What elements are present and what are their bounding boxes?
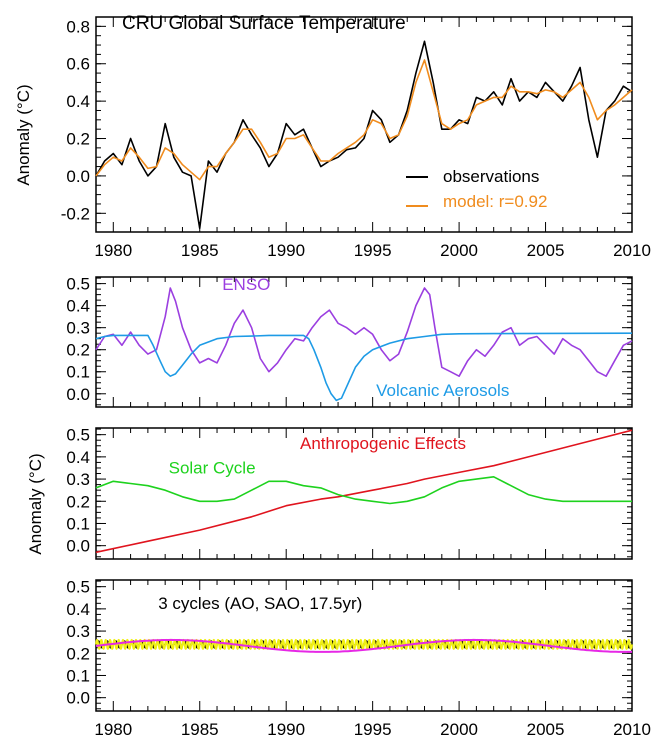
panel-1-ytick-label: 0.4 [66,92,90,111]
series-enso [95,287,633,377]
panel-4-ytick-label: 0.1 [66,666,90,685]
annotation-volcanic-aerosols: Volcanic Aerosols [376,381,509,400]
annotation-solar-cycle: Solar Cycle [169,459,256,478]
panel-1-ytick-label: 0.2 [66,130,90,149]
series-solar-cycle [95,476,632,505]
series-anthropogenic-effects [95,429,633,554]
panel-4-xtick-label-2005: 2005 [527,720,565,739]
panel-3-ytick-label: 0.4 [66,448,90,467]
panel-3-ylabel: Anomaly (°C) [26,453,45,554]
panel-1-xtick-label-2000: 2000 [440,241,478,260]
panel-1-ylabel: Anomaly (°C) [14,84,33,185]
panel-1-xtick-label-1985: 1985 [181,241,219,260]
panel-3-ytick-label: 0.2 [66,492,90,511]
panel-1-title: CRU Global Surface Temperature [122,13,406,34]
annotation-enso: ENSO [222,275,270,294]
panel-3-ytick-label: 0.0 [66,537,90,556]
panel-3-ytick-label: 0.5 [66,426,90,445]
panel-2-ytick-label: 0.2 [66,341,90,360]
panel-1-ytick-label: -0.2 [61,204,90,223]
panel-4-xtick-label-1980: 1980 [94,720,132,739]
series-observations [95,40,633,230]
panel-2-plot-area: 0.0 0.1 0.2 0.3 0.4 0.5 ENSO Volcanic Aerosols [66,275,633,408]
panel-2-ytick-label: 0.4 [66,297,90,316]
panel-2-ytick-label: 0.5 [66,275,90,294]
panel-cycles: 1980 1985 1990 1995 2000 2005 2010 0.0 0.1 0.2 0.3… [66,578,651,739]
panel-cru-temperature: 1980 1985 1990 1995 2000 2005 2010 -0.2 0.0 0.2 0.… [14,13,651,260]
panel-4-xtick-label-1990: 1990 [267,720,305,739]
panel-3-ytick-label: 0.3 [66,470,90,489]
panel-1-ytick-label: 0.0 [66,167,90,186]
panel-3-plot-area: 0.0 0.1 0.2 0.3 0.4 0.5 Anthropogenic Effects S… [66,426,633,560]
panel-1-ytick-label: 0.6 [66,55,90,74]
panel-1-xtick-label-1990: 1990 [267,241,305,260]
panel-enso-volcanic: 0.0 0.1 0.2 0.3 0.4 0.5 ENSO Volcanic Aerosols [66,275,633,408]
legend-label-model: model: r=0.92 [443,192,547,211]
panel-1-frame [95,16,633,233]
panel-3-ytick-label: 0.1 [66,514,90,533]
annotation-3-cycles-ao-sao-17-5yr: 3 cycles (AO, SAO, 17.5yr) [158,594,362,613]
series-model [95,59,633,181]
panel-2-ytick-label: 0.1 [66,363,90,382]
legend-label-observations: observations [443,167,539,186]
panel-4-xtick-label-1985: 1985 [181,720,219,739]
panel-4-ytick-label: 0.5 [66,578,90,597]
panel-2-frame [95,276,633,408]
panel-1-plot-area: 1980 1985 1990 1995 2000 2005 2010 -0.2 0.0 0.2 0.… [61,16,651,260]
panel-2-ytick-label: 0.0 [66,385,90,404]
panel-4-ytick-label: 0.4 [66,600,90,619]
panel-1-xtick-label-2010: 2010 [613,241,651,260]
panel-1-ytick-label: 0.8 [66,17,90,36]
panel-1-xtick-label-2005: 2005 [527,241,565,260]
panel-4-ytick-label: 0.3 [66,622,90,641]
series-sao [95,638,633,650]
panel-4-ytick-label: 0.0 [66,689,90,708]
panel-4-xtick-label-2000: 2000 [440,720,478,739]
annotation-anthropogenic-effects: Anthropogenic Effects [300,434,466,453]
panel-1-xtick-label-1980: 1980 [94,241,132,260]
panel-anthro-solar: 0.0 0.1 0.2 0.3 0.4 0.5 Anthropogenic Effects S… [26,426,633,560]
panel-4-plot-area: 1980 1985 1990 1995 2000 2005 2010 0.0 0.1 0.2 0.3… [66,578,651,739]
panel-1-xtick-label-1995: 1995 [354,241,392,260]
panel-3-frame [95,427,633,560]
series-17-5yr [95,638,632,653]
panel-4-ytick-label: 0.2 [66,644,90,663]
panel-2-ytick-label: 0.3 [66,319,90,338]
panel-4-xtick-label-1995: 1995 [354,720,392,739]
series-volcanic-aerosols [95,332,633,402]
panel-4-xtick-label-2010: 2010 [613,720,651,739]
